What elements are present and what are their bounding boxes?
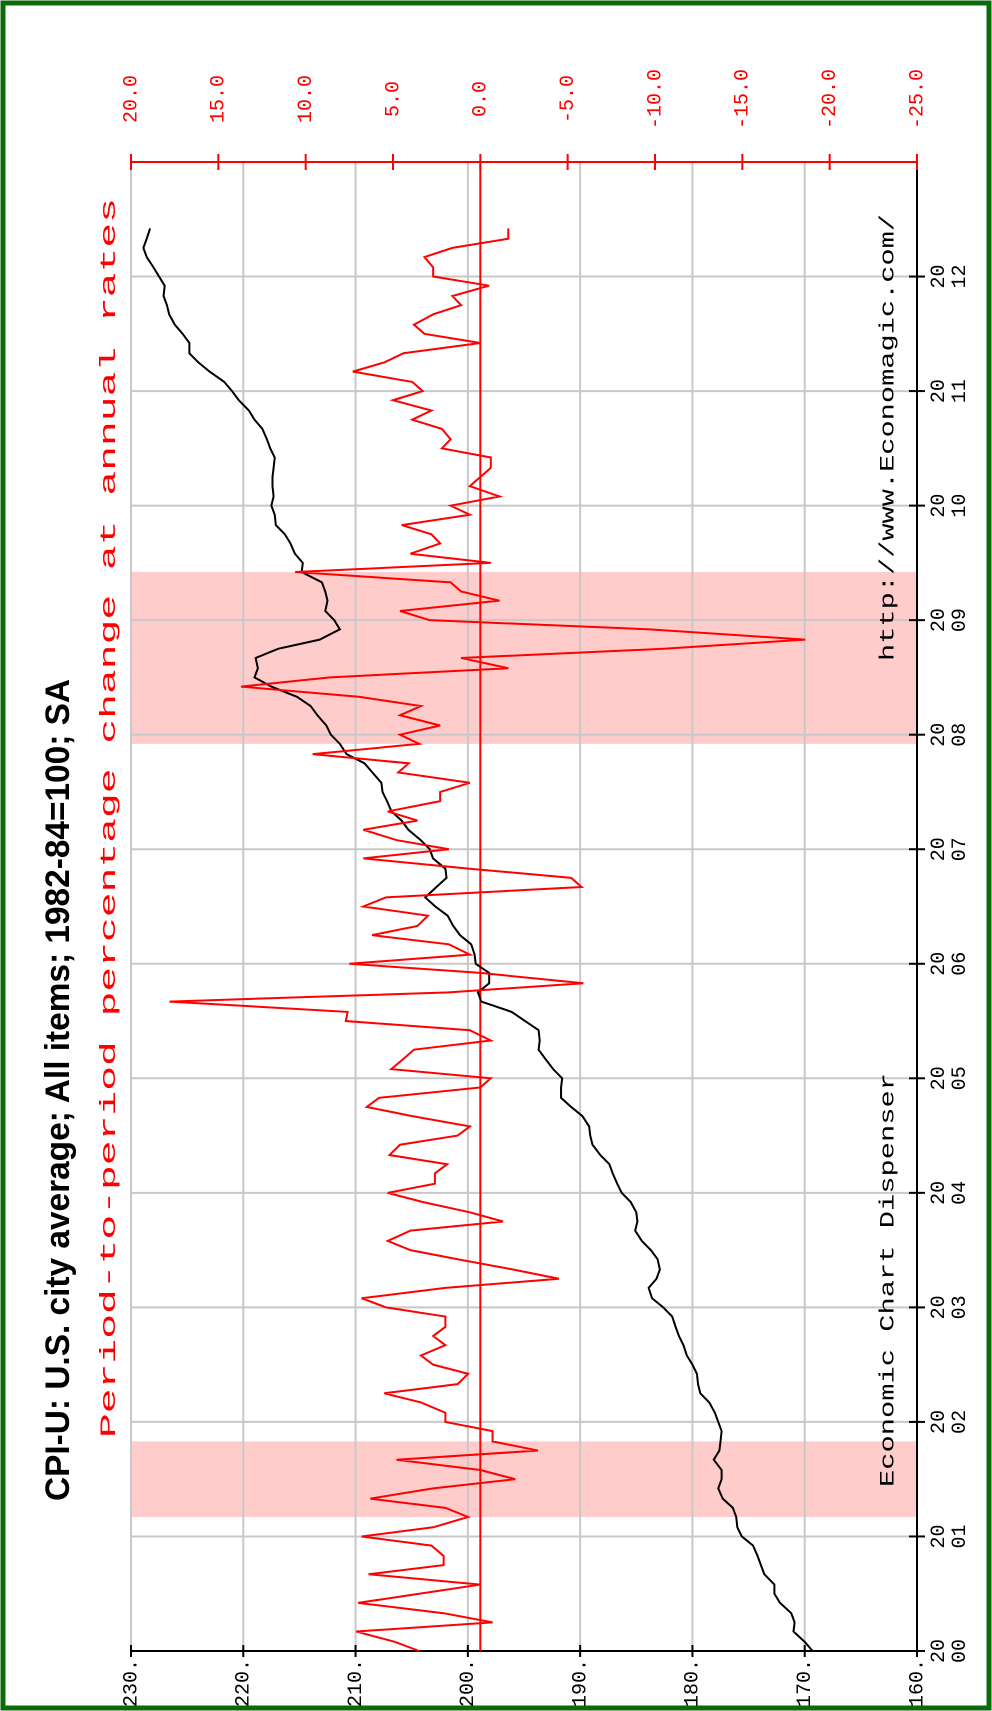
x-tick-label-box: 2012	[929, 264, 972, 289]
y-tick-label: 170.	[794, 1659, 817, 1707]
annotation: http://www.Economagic.com/	[877, 214, 900, 661]
chart-subtitle: Period-to-period percentage change at an…	[97, 198, 122, 1438]
y2-tick-label: -5.0	[557, 75, 580, 123]
y-tick-label: 210.	[345, 1659, 368, 1707]
y2-tick-label: -20.0	[819, 69, 842, 129]
x-tick-label-box: 2003	[929, 1295, 972, 1320]
x-tick-label-box: 2005	[929, 1066, 972, 1091]
x-tick-label-box: 2006	[929, 951, 972, 976]
shaded-region	[131, 572, 917, 744]
x-tick-label: 2011	[929, 379, 972, 404]
x-tick-label-box: 2002	[929, 1409, 972, 1434]
y2-tick-label: 5.0	[382, 81, 405, 117]
y2-tick-label: 15.0	[208, 75, 231, 123]
chart-title: CPI-U: U.S. city average; All items; 198…	[39, 679, 77, 1501]
x-tick-label: 2005	[929, 1066, 972, 1091]
x-tick-label-box: 2008	[929, 722, 972, 747]
plot-group: CPI-U: U.S. city average; All items; 198…	[39, 69, 972, 1707]
x-tick-label: 2007	[929, 837, 972, 862]
x-tick-label-box: 2004	[929, 1180, 972, 1205]
x-tick-label: 2004	[929, 1180, 972, 1205]
x-tick-label: 2009	[929, 608, 972, 633]
x-tick-label: 2008	[929, 722, 972, 747]
x-tick-label: 2000	[929, 1638, 972, 1663]
x-tick-label-box: 2007	[929, 837, 972, 862]
x-tick-label: 2012	[929, 264, 972, 289]
y-tick-label: 160.	[906, 1659, 929, 1707]
y-tick-label: 230.	[120, 1659, 143, 1707]
x-tick-label: 2006	[929, 951, 972, 976]
y2-tick-label: -15.0	[732, 69, 755, 129]
y-tick-label: 200.	[457, 1659, 480, 1707]
shaded-region	[131, 1441, 917, 1517]
y-tick-label: 220.	[233, 1659, 256, 1707]
y2-tick-label: 20.0	[120, 75, 143, 123]
x-tick-label: 2010	[929, 493, 972, 518]
y2-tick-label: -10.0	[644, 69, 667, 129]
x-tick-label: 2002	[929, 1409, 972, 1434]
y2-tick-label: 0.0	[470, 81, 493, 117]
series-line	[169, 228, 806, 1652]
x-tick-label-box: 2010	[929, 493, 972, 518]
y2-tick-label: -25.0	[906, 69, 929, 129]
series-line	[142, 228, 814, 1652]
annotation: Economic Chart Dispenser	[877, 1073, 900, 1487]
x-tick-label-box: 2000	[929, 1638, 972, 1663]
x-tick-label: 2001	[929, 1524, 972, 1549]
x-tick-label-box: 2011	[929, 379, 972, 404]
x-tick-label: 2003	[929, 1295, 972, 1320]
x-tick-label-box: 2001	[929, 1524, 972, 1549]
y-tick-label: 180.	[682, 1659, 705, 1707]
y2-tick-label: 10.0	[295, 75, 318, 123]
x-tick-label-box: 2009	[929, 608, 972, 633]
y-tick-label: 190.	[569, 1659, 592, 1707]
